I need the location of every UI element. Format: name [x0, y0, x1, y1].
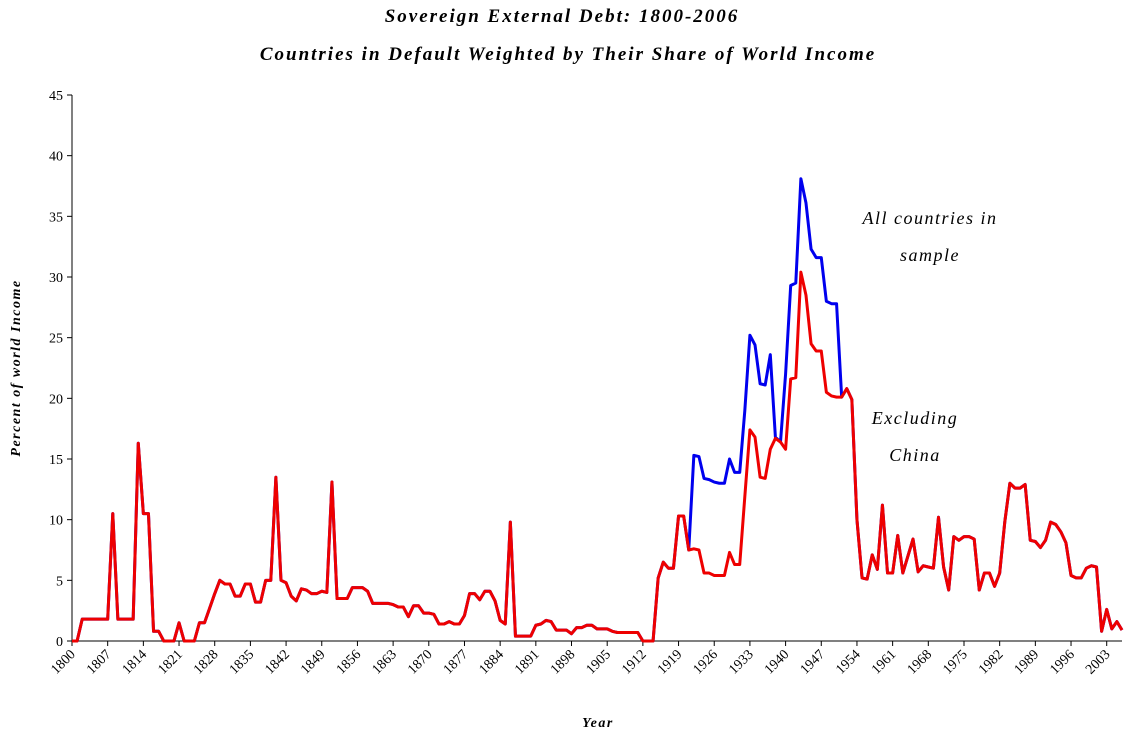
y-tick-label: 25 — [49, 332, 63, 347]
annotation: sample — [900, 245, 960, 265]
x-tick-label: 1891 — [512, 647, 542, 677]
y-tick-label: 35 — [49, 210, 63, 225]
x-tick-label: 1961 — [869, 647, 899, 677]
annotation: China — [889, 445, 941, 465]
x-tick-label: 1975 — [940, 647, 970, 677]
series-line — [72, 270, 1124, 643]
x-tick-label: 1905 — [584, 647, 614, 677]
x-tick-label: 1884 — [477, 647, 507, 677]
x-axis-label: Year — [582, 716, 614, 731]
x-tick-label: 1800 — [48, 647, 78, 677]
x-tick-label: 2003 — [1083, 647, 1113, 677]
x-tick-label: 1842 — [263, 647, 293, 677]
x-tick-label: 1919 — [655, 647, 685, 677]
x-tick-label: 1849 — [298, 647, 328, 677]
y-tick-label: 5 — [56, 574, 63, 589]
x-tick-label: 1877 — [441, 647, 471, 677]
x-tick-label: 1870 — [405, 647, 435, 677]
chart-title: Sovereign External Debt: 1800-2006 — [385, 6, 740, 27]
x-tick-label: 1947 — [798, 647, 828, 677]
y-tick-label: 45 — [49, 89, 63, 104]
x-tick-label: 1912 — [619, 647, 649, 677]
chart-subtitle: Countries in Default Weighted by Their S… — [260, 44, 876, 65]
x-tick-label: 1863 — [370, 647, 400, 677]
annotation: Excluding — [871, 408, 958, 428]
x-tick-label: 1954 — [833, 647, 863, 677]
x-tick-label: 1821 — [155, 647, 185, 677]
y-tick-label: 20 — [49, 392, 63, 407]
x-tick-label: 1996 — [1047, 647, 1077, 677]
y-tick-label: 10 — [49, 514, 63, 529]
y-tick-label: 40 — [49, 150, 63, 165]
annotation: All countries in — [862, 208, 998, 228]
y-tick-label: 15 — [49, 453, 63, 468]
y-tick-label: 30 — [49, 271, 63, 286]
x-tick-label: 1933 — [726, 647, 756, 677]
x-tick-label: 1807 — [84, 647, 114, 677]
x-tick-label: 1989 — [1012, 647, 1042, 677]
x-tick-label: 1828 — [191, 647, 221, 677]
x-tick-label: 1835 — [227, 647, 257, 677]
series-line — [72, 177, 1124, 643]
x-tick-label: 1940 — [762, 647, 792, 677]
x-tick-label: 1814 — [120, 647, 150, 677]
y-tick-label: 0 — [56, 635, 63, 650]
x-tick-label: 1968 — [905, 647, 935, 677]
y-axis-label: Percent of world Income — [9, 279, 24, 456]
x-tick-label: 1926 — [691, 647, 721, 677]
x-tick-label: 1982 — [976, 647, 1006, 677]
x-tick-label: 1898 — [548, 647, 578, 677]
x-tick-label: 1856 — [334, 647, 364, 677]
